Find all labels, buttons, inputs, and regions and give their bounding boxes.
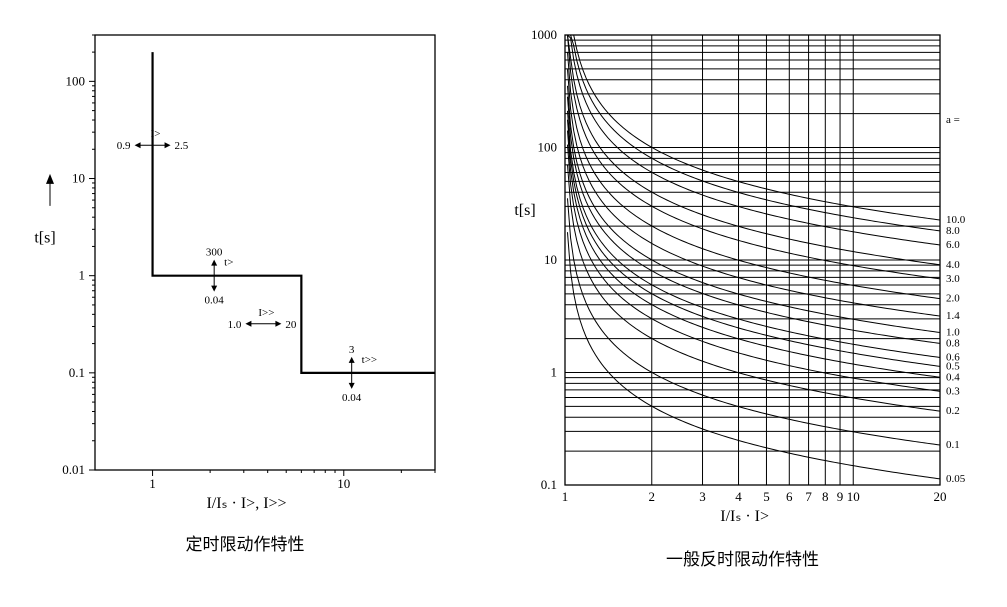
right-xtick: 1 (562, 489, 569, 504)
right-xtick: 9 (837, 489, 844, 504)
right-ytick: 100 (538, 140, 558, 155)
left-ytick: 0.1 (69, 365, 85, 380)
inverse-curve (567, 97, 940, 344)
inverse-curve (567, 35, 940, 245)
right-xtick: 6 (786, 489, 793, 504)
curve-label: 0.05 (946, 473, 966, 485)
curve-label: 0.8 (946, 337, 960, 349)
curve-label: 1.4 (946, 310, 960, 322)
inverse-curve (567, 232, 940, 479)
left-xtick: 10 (337, 476, 350, 491)
right-ytick: 10 (544, 252, 557, 267)
left-chart-frame (95, 35, 435, 470)
right-xtick: 8 (822, 489, 829, 504)
left-ytick: 10 (72, 171, 85, 186)
right-ytick: 1 (551, 365, 558, 380)
curve-label: 4.0 (946, 259, 960, 271)
inverse-curve (567, 35, 940, 279)
ann-left: 1.0 (228, 319, 242, 331)
right-xtick: 10 (847, 489, 860, 504)
right-xtick: 4 (735, 489, 742, 504)
right-xtick: 20 (934, 489, 947, 504)
right-xtick: 5 (763, 489, 770, 504)
left-ytick: 1 (79, 268, 86, 283)
curve-label: 0.4 (946, 371, 960, 383)
left-ytick: 100 (66, 73, 86, 88)
right-xtick: 3 (699, 489, 706, 504)
ann-bottom: 0.04 (205, 295, 225, 307)
inverse-curve (567, 86, 940, 333)
inverse-curve (567, 198, 940, 445)
curve-label: 0.1 (946, 439, 960, 451)
ann-side: t> (224, 257, 233, 269)
ann-top: 3 (349, 344, 355, 356)
inverse-curve (567, 164, 940, 411)
ann-top: I> (151, 128, 161, 140)
ann-side: t>> (362, 354, 377, 366)
right-xtick: 2 (649, 489, 656, 504)
inverse-curve (567, 35, 940, 265)
curve-label: 3.0 (946, 273, 960, 285)
curve-label: 0.3 (946, 385, 960, 397)
right-ytick: 0.1 (541, 477, 557, 492)
ann-left: 0.9 (117, 140, 131, 152)
ann-top: 300 (206, 247, 223, 259)
y-axis-arrow (46, 174, 54, 184)
left-y-label: t[s] (34, 229, 55, 246)
right-ytick: 1000 (531, 27, 557, 42)
curve-label: 10.0 (946, 214, 966, 226)
a-equals-label: a = (946, 114, 960, 126)
curve-label: 1.0 (946, 327, 960, 339)
inverse-curve (567, 35, 940, 231)
inverse-curve (567, 120, 940, 367)
right-xtick: 7 (805, 489, 812, 504)
left-ytick: 0.01 (62, 462, 85, 477)
inverse-curve (567, 52, 940, 299)
curve-label: 8.0 (946, 225, 960, 237)
right-y-label: t[s] (514, 202, 535, 219)
left-caption: 定时限动作特性 (186, 535, 305, 554)
left-x-label: I/Iₛ · I>, I>> (206, 495, 286, 512)
ann-right: 2.5 (175, 140, 189, 152)
curve-label: 0.2 (946, 405, 960, 417)
inverse-curve (567, 131, 940, 378)
ann-right: 20 (285, 319, 297, 331)
right-caption: 一般反时限动作特性 (666, 550, 819, 569)
curve-label: 6.0 (946, 239, 960, 251)
ann-top: I>> (258, 307, 274, 319)
curve-label: 2.0 (946, 293, 960, 305)
curve-label: 0.6 (946, 351, 960, 363)
ann-bottom: 0.04 (342, 392, 362, 404)
right-x-label: I/Iₛ · I> (720, 508, 769, 525)
left-xtick: 1 (149, 476, 156, 491)
